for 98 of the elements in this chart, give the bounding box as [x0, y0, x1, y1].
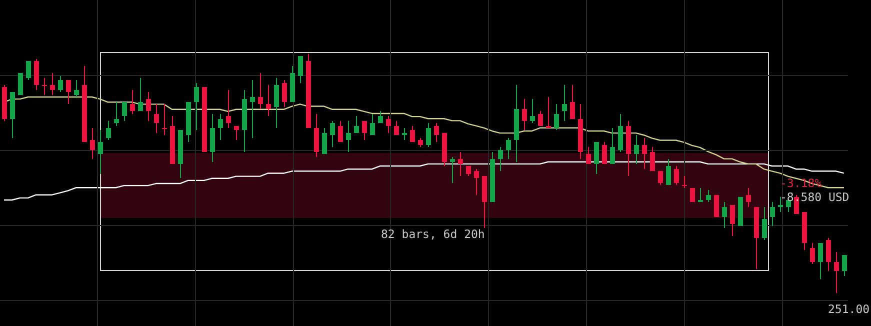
candlestick [114, 102, 119, 126]
candlestick [618, 114, 623, 152]
candlestick [170, 116, 175, 164]
candlestick [82, 66, 87, 142]
candlestick [122, 102, 127, 122]
candlestick [482, 176, 487, 228]
candlestick [2, 84, 7, 122]
candlestick [762, 206, 767, 240]
candlestick [330, 120, 335, 148]
candlestick [826, 238, 831, 272]
candlestick [514, 84, 519, 162]
candlestick [66, 80, 71, 104]
candlestick [346, 120, 351, 152]
candlestick [698, 188, 703, 202]
candlestick [178, 130, 183, 178]
candlestick [234, 126, 239, 140]
candlestick [506, 138, 511, 160]
candlestick [258, 72, 263, 110]
candlestick [634, 134, 639, 164]
candlestick [90, 128, 95, 160]
candlestick [458, 152, 463, 176]
candlestick [242, 90, 247, 152]
candlestick [466, 166, 471, 176]
candlestick [746, 188, 751, 208]
candlestick [362, 121, 367, 140]
candlestick [218, 114, 223, 140]
candlestick [98, 130, 103, 174]
candlestick [250, 80, 255, 138]
candlestick [386, 116, 391, 134]
candlestick [602, 142, 607, 164]
candlestick [26, 61, 31, 80]
candlestick [754, 207, 759, 270]
candlestick [130, 90, 135, 114]
candlestick [818, 243, 823, 280]
candlestick [394, 120, 399, 135]
candlestick [546, 96, 551, 128]
candlestick [642, 138, 647, 170]
candlestick [626, 120, 631, 176]
candlestick [450, 156, 455, 184]
candlestick [186, 102, 191, 142]
annotation: 82 bars, 6d 20h [381, 227, 485, 241]
candlestick [578, 104, 583, 160]
candlestick [58, 76, 63, 92]
candlestick [298, 56, 303, 84]
candlestick [834, 252, 839, 294]
candlestick [498, 146, 503, 172]
candlestick [490, 152, 495, 202]
candlestick [106, 120, 111, 140]
candlestick [770, 202, 775, 226]
candlestick [610, 128, 615, 164]
candlestick [426, 122, 431, 148]
candlestick [10, 92, 15, 138]
candlestick [154, 104, 159, 134]
candlestick [586, 146, 591, 164]
candlestick [658, 171, 663, 186]
candlestick [810, 242, 815, 264]
candlestick [562, 84, 567, 122]
candlestick [538, 110, 543, 126]
candlestick [650, 146, 655, 171]
candlestick [666, 158, 671, 185]
candlestick [282, 80, 287, 108]
candlestick [266, 84, 271, 116]
candlestick [410, 126, 415, 142]
candlestick [594, 142, 599, 174]
candlestick [722, 202, 727, 228]
candlestick [522, 98, 527, 130]
candlestick [778, 196, 783, 212]
candlestick [314, 114, 319, 158]
candlestick [210, 114, 215, 162]
candlestick [50, 72, 55, 96]
candlestick [402, 128, 407, 140]
candlestick [434, 122, 439, 142]
candlestick [674, 166, 679, 186]
candlestick [290, 66, 295, 102]
candlestick [354, 116, 359, 133]
candlestick [146, 92, 151, 122]
candlestick [274, 78, 279, 128]
text: 251.00 [828, 302, 870, 316]
candlestick [34, 58, 39, 90]
candlestick [138, 78, 143, 111]
candlestick [370, 114, 375, 135]
candlestick [226, 90, 231, 128]
candlestick [322, 128, 327, 154]
candlestick [442, 133, 447, 166]
candlestick [554, 104, 559, 130]
candlestick [730, 205, 735, 236]
candlestick [570, 84, 575, 119]
candlestick [378, 110, 383, 123]
candlestick [842, 255, 847, 276]
candlestick [306, 54, 311, 128]
candlestick [530, 98, 535, 124]
candlestick [474, 168, 479, 196]
candlestick [338, 120, 343, 142]
candlestick [418, 138, 423, 148]
candlestick [74, 80, 79, 98]
candlestick [194, 82, 199, 130]
candlestick [706, 190, 711, 202]
candlestick [802, 212, 807, 250]
